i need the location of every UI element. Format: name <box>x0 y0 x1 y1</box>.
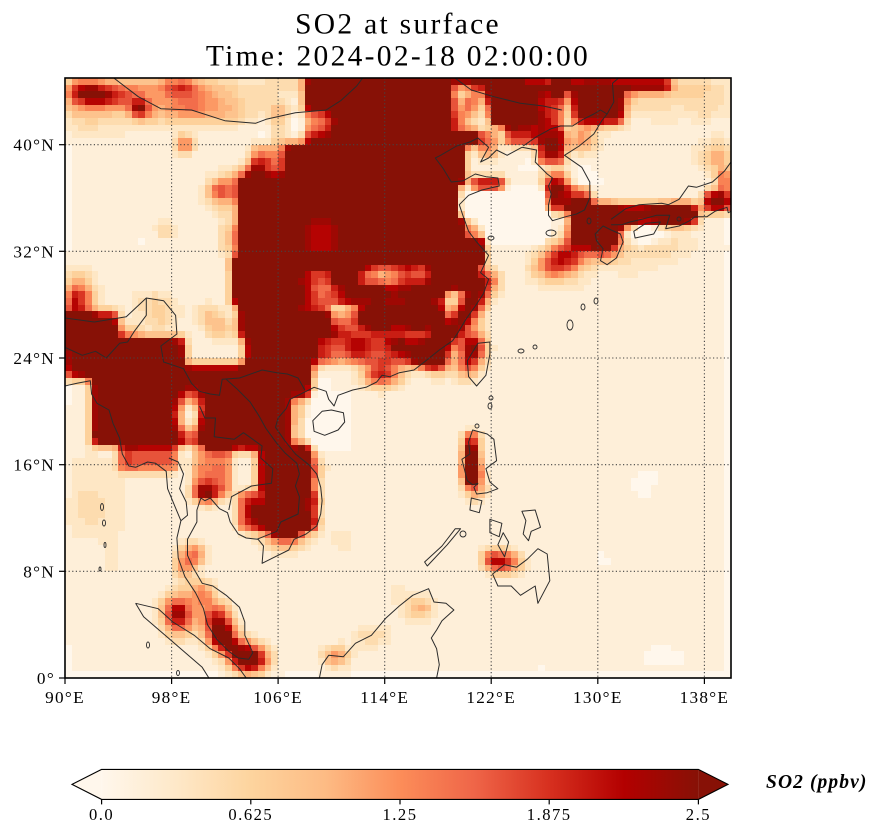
svg-text:16°N: 16°N <box>13 456 55 475</box>
svg-text:90°E: 90°E <box>45 688 85 707</box>
svg-text:106°E: 106°E <box>253 688 303 707</box>
svg-text:24°N: 24°N <box>13 349 55 368</box>
svg-text:138°E: 138°E <box>680 688 730 707</box>
svg-text:SO2 at surface: SO2 at surface <box>295 9 501 41</box>
svg-text:2.5: 2.5 <box>686 805 711 824</box>
svg-text:1.875: 1.875 <box>527 805 572 824</box>
svg-text:32°N: 32°N <box>13 242 55 261</box>
svg-text:98°E: 98°E <box>152 688 192 707</box>
svg-text:Time: 2024-02-18 02:00:00: Time: 2024-02-18 02:00:00 <box>206 41 590 73</box>
svg-text:40°N: 40°N <box>13 136 55 155</box>
svg-text:1.25: 1.25 <box>382 805 417 824</box>
svg-text:0°: 0° <box>37 669 55 688</box>
svg-text:0.625: 0.625 <box>228 805 273 824</box>
svg-text:SO2 (ppbv): SO2 (ppbv) <box>766 772 867 793</box>
svg-text:114°E: 114°E <box>360 688 409 707</box>
svg-text:0.0: 0.0 <box>89 805 114 824</box>
svg-text:8°N: 8°N <box>23 562 55 581</box>
svg-text:122°E: 122°E <box>466 688 516 707</box>
svg-text:130°E: 130°E <box>573 688 623 707</box>
